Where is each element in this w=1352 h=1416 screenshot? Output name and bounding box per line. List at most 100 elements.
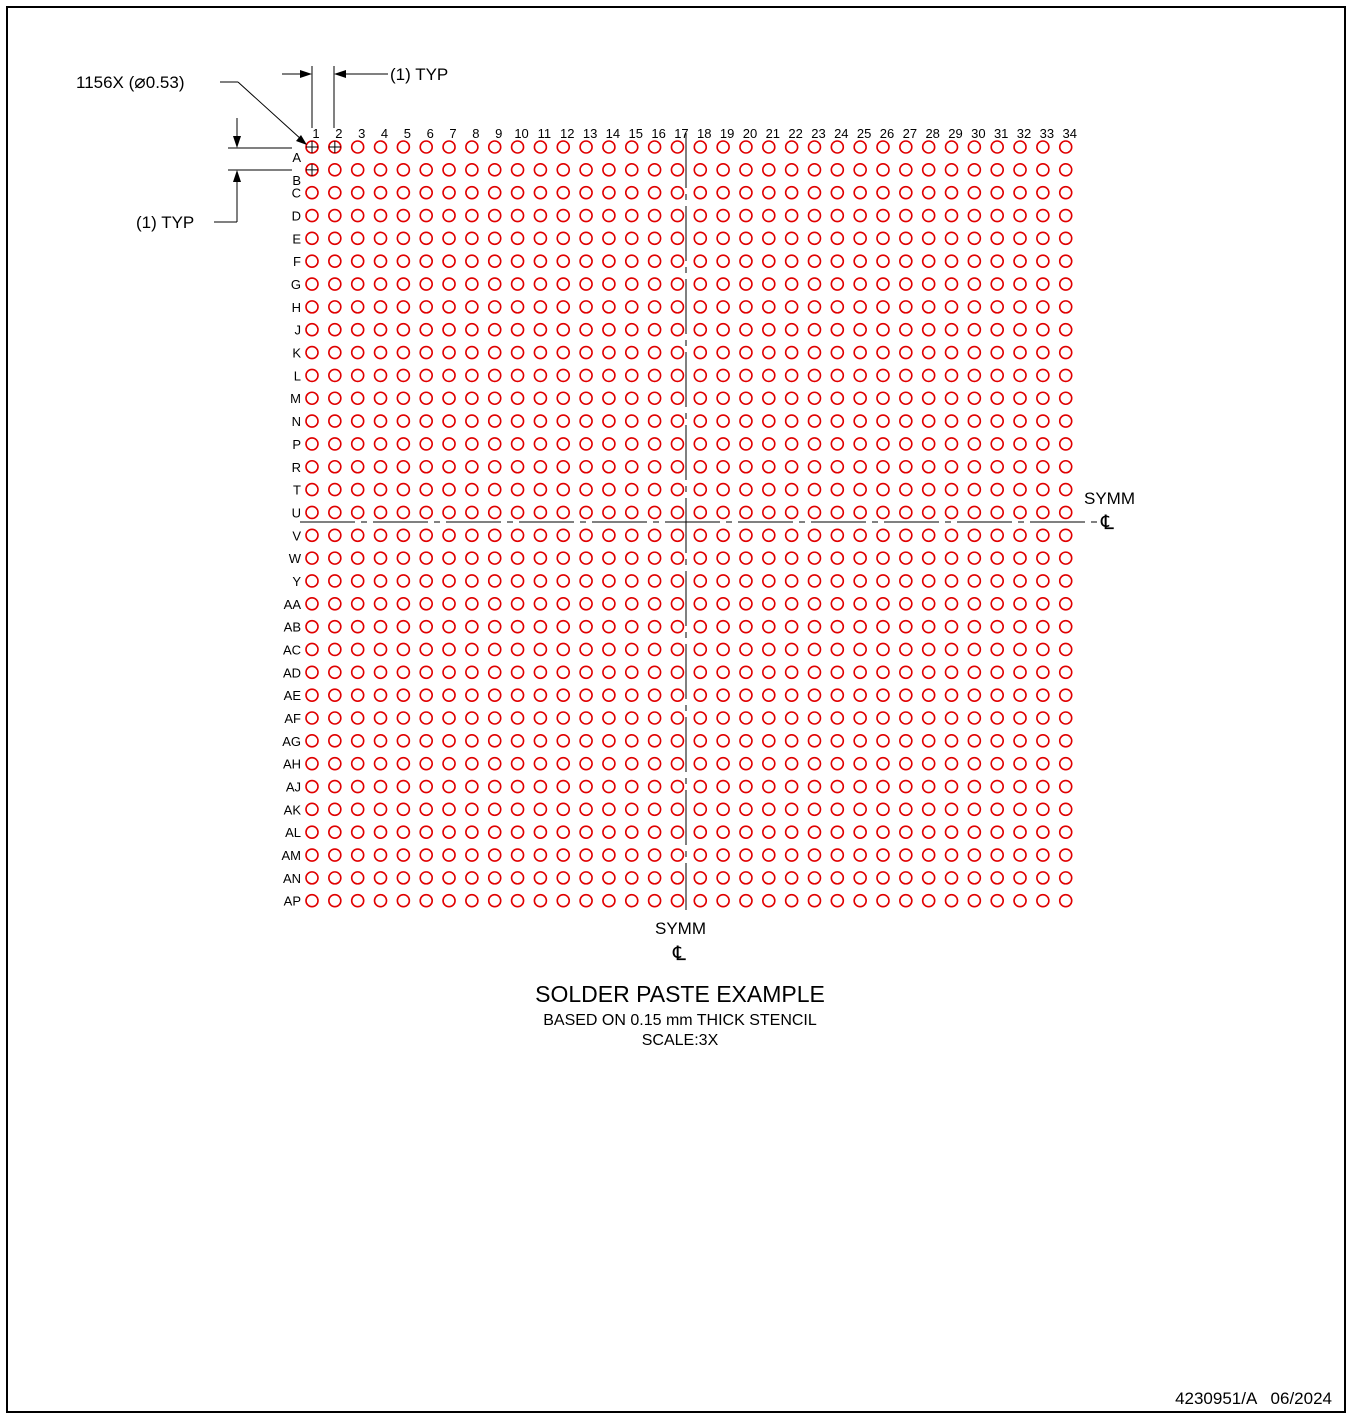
pad — [624, 779, 639, 794]
pad — [556, 688, 571, 702]
pad — [579, 345, 593, 360]
pad — [693, 437, 708, 451]
pad — [373, 368, 388, 383]
pad — [990, 277, 1005, 291]
pad — [419, 734, 434, 748]
pad — [305, 231, 319, 246]
pad — [487, 574, 502, 588]
pad — [716, 459, 730, 474]
pad — [944, 300, 959, 314]
pad — [716, 825, 730, 840]
pad — [419, 277, 434, 291]
pad — [465, 688, 479, 702]
column-label: 8 — [472, 126, 479, 141]
pad — [350, 505, 365, 520]
column-labels: 1 2 3 4 5 6 7 8 9 10 11 12 13 14 15 16 17 18 19 20 21 22 23 24 2… — [312, 126, 1077, 141]
pad — [967, 619, 982, 634]
pad — [1058, 277, 1073, 291]
pad — [396, 437, 411, 451]
pad — [328, 711, 342, 725]
pad — [876, 414, 890, 428]
pad — [944, 459, 959, 474]
pad — [1036, 574, 1050, 588]
pad — [899, 185, 913, 200]
pad — [350, 300, 365, 314]
pad — [419, 459, 434, 474]
pad — [328, 756, 342, 771]
pad — [624, 688, 639, 702]
row-label: AK — [284, 802, 302, 817]
pad — [373, 665, 388, 680]
pad — [853, 551, 867, 565]
pad — [876, 848, 890, 862]
pad — [328, 459, 342, 474]
pad — [328, 779, 342, 794]
pad — [328, 322, 342, 337]
pad — [442, 391, 456, 406]
pad — [373, 231, 388, 246]
pad — [579, 619, 593, 634]
pad — [579, 391, 593, 406]
pad — [602, 300, 616, 314]
pad — [556, 642, 571, 657]
pad — [305, 574, 319, 588]
pad — [739, 665, 753, 680]
pad — [556, 163, 571, 177]
pad — [556, 574, 571, 588]
pad — [693, 322, 708, 337]
pad — [899, 528, 913, 543]
pad — [647, 277, 662, 291]
pad — [373, 528, 388, 543]
pad — [465, 459, 479, 474]
pad — [807, 711, 822, 725]
pad — [739, 619, 753, 634]
pad — [1058, 574, 1073, 588]
pad — [670, 665, 685, 680]
pad — [670, 345, 685, 360]
pad — [876, 665, 890, 680]
pad — [487, 459, 502, 474]
pad — [579, 528, 593, 543]
pad — [350, 437, 365, 451]
pad — [944, 665, 959, 680]
caption-title: SOLDER PASTE EXAMPLE — [535, 981, 825, 1007]
pad — [921, 437, 936, 451]
pad — [853, 231, 867, 246]
pad — [784, 414, 799, 428]
pad — [373, 482, 388, 497]
row-label: E — [292, 231, 301, 246]
pad — [853, 437, 867, 451]
pad — [967, 574, 982, 588]
pad — [1058, 459, 1073, 474]
pad — [373, 459, 388, 474]
pad — [647, 254, 662, 269]
pad — [784, 208, 799, 223]
pad — [350, 163, 365, 177]
pad — [784, 345, 799, 360]
pad — [465, 551, 479, 565]
column-label: 3 — [358, 126, 365, 141]
pad — [602, 551, 616, 565]
pad — [510, 368, 525, 383]
pad — [579, 779, 593, 794]
pad — [761, 231, 776, 246]
pad — [899, 551, 913, 565]
pad — [350, 642, 365, 657]
pad — [693, 505, 708, 520]
pad — [350, 368, 365, 383]
pad — [1013, 254, 1027, 269]
pad — [807, 734, 822, 748]
pad — [556, 665, 571, 680]
pad — [305, 345, 319, 360]
pad — [579, 802, 593, 817]
pad — [739, 802, 753, 817]
pad — [350, 528, 365, 543]
pad — [1013, 551, 1027, 565]
pad — [1058, 185, 1073, 200]
pad — [921, 254, 936, 269]
pad — [602, 802, 616, 817]
pad — [305, 688, 319, 702]
pad — [419, 596, 434, 611]
row-label: AC — [283, 642, 301, 657]
pad — [305, 368, 319, 383]
